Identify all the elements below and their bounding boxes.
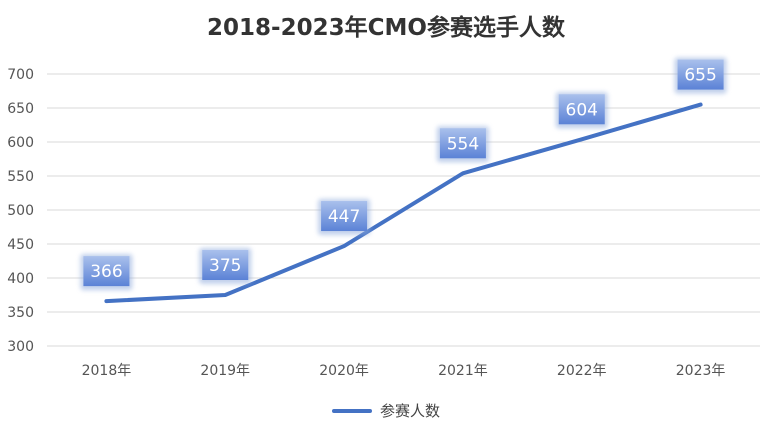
y-tick-label: 650 [7, 101, 34, 117]
data-label-box [439, 128, 486, 159]
series-line-path [104, 102, 703, 304]
legend-line-swatch [331, 408, 372, 413]
data-label: 447 [328, 207, 360, 227]
data-label-box [83, 256, 130, 287]
y-tick-label: 450 [7, 237, 34, 253]
x-tick-label: 2022年 [557, 363, 607, 379]
y-axis: 300 350 400 450 500 550 600 650 700 [7, 67, 34, 355]
x-tick-label: 2023年 [676, 363, 726, 379]
gridlines [47, 73, 760, 347]
y-tick-label: 700 [7, 67, 34, 83]
y-tick-label: 400 [7, 271, 34, 287]
data-label-box [321, 201, 368, 232]
data-label: 375 [209, 256, 241, 276]
x-axis: 2018年 2019年 2020年 2021年 2022年 2023年 [82, 363, 726, 379]
data-label-box [558, 94, 605, 125]
x-tick-label: 2020年 [319, 363, 369, 379]
data-labels: 366 375 447 554 604 655 [80, 57, 727, 291]
y-tick-label: 500 [7, 203, 34, 219]
x-tick-label: 2018年 [82, 363, 132, 379]
data-label: 366 [90, 262, 122, 282]
y-tick-label: 300 [7, 339, 34, 355]
series-line [104, 102, 703, 304]
data-label: 554 [447, 134, 479, 154]
y-tick-label: 350 [7, 305, 34, 321]
legend: 参赛人数 [0, 400, 772, 421]
y-tick-label: 600 [7, 135, 34, 151]
legend-label: 参赛人数 [379, 402, 440, 420]
x-tick-label: 2019年 [200, 363, 250, 379]
data-label: 655 [684, 66, 716, 86]
data-label-box [202, 250, 249, 280]
data-label-box [677, 59, 724, 90]
chart-title: 2018-2023年CMO参赛选手人数 [207, 15, 565, 41]
data-label: 604 [566, 100, 598, 120]
x-tick-label: 2021年 [438, 363, 488, 379]
y-tick-label: 550 [7, 169, 34, 185]
